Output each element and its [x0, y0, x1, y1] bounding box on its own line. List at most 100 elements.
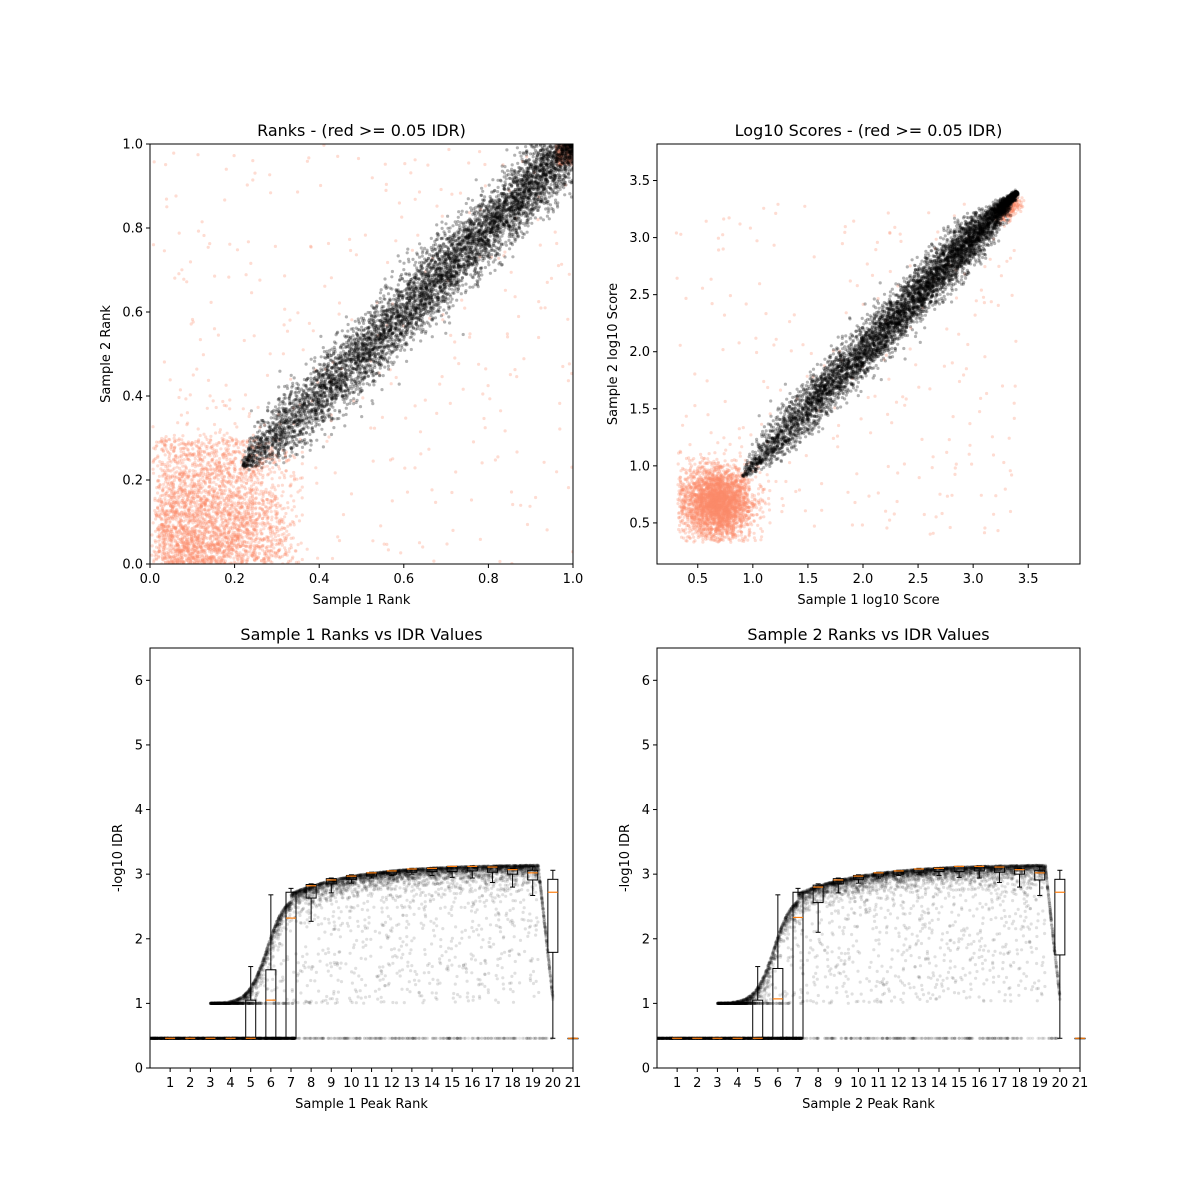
- scatter-point-fail: [209, 518, 213, 522]
- scatter-point-fail: [233, 530, 237, 535]
- scatter-point-fail: [156, 464, 160, 468]
- scatter-point-fail: [226, 513, 230, 517]
- scatter-point-fail: [384, 188, 388, 192]
- scatter-point-fail: [166, 483, 170, 487]
- scatter-point-fail: [261, 499, 265, 503]
- scatter-point-fail: [239, 536, 243, 540]
- scatter-point-fail: [202, 495, 206, 499]
- scatter-point-fail: [184, 491, 188, 495]
- scatter-point-fail: [223, 488, 228, 493]
- scatter-point-fail: [152, 160, 156, 164]
- scatter-point-fail: [469, 498, 474, 502]
- scatter-point-fail: [556, 264, 561, 268]
- scatter-point-fail: [253, 527, 257, 532]
- scatter-point-fail: [235, 487, 239, 491]
- scatter-point-fail: [403, 466, 407, 470]
- scatter-point-fail: [184, 538, 189, 542]
- scatter-point-pass: [274, 463, 278, 467]
- scatter-point-fail: [281, 352, 285, 356]
- scatter-point-pass: [487, 263, 491, 267]
- scatter-point-fail: [171, 504, 175, 508]
- scatter-point-fail: [250, 495, 255, 499]
- scatter-point-fail: [513, 368, 517, 372]
- scatter-point-fail: [258, 472, 262, 476]
- scatter-point-fail: [286, 501, 290, 505]
- scatter-point-fail: [178, 388, 182, 392]
- scatter-point-fail: [196, 473, 200, 477]
- scatter-point-fail: [250, 554, 254, 558]
- scatter-point-fail: [432, 559, 436, 563]
- scatter-point-fail: [213, 274, 217, 278]
- scatter-point-fail: [289, 474, 293, 478]
- scatter-point-fail: [292, 474, 296, 478]
- scatter-point-fail: [220, 537, 224, 542]
- scatter-point-fail: [268, 531, 273, 536]
- scatter-point-fail: [528, 504, 532, 508]
- scatter-point-fail: [242, 338, 246, 343]
- scatter-point-fail: [230, 535, 234, 539]
- scatter-point-fail: [289, 482, 293, 486]
- scatter-point-fail: [179, 531, 183, 536]
- scatter-point-fail: [224, 404, 228, 408]
- scatter-point-fail: [212, 492, 216, 496]
- scatter-point-fail: [488, 397, 492, 401]
- scatter-point-fail: [289, 536, 293, 541]
- scatter-point-fail: [246, 240, 250, 244]
- scatter-point-fail: [157, 474, 161, 478]
- scatter-point-fail: [165, 513, 169, 517]
- scatter-point-fail: [271, 466, 275, 470]
- scatter-point-pass: [521, 235, 525, 240]
- scatter-point-fail: [184, 504, 188, 508]
- scatter-point-fail: [251, 518, 255, 523]
- scatter-point-fail: [426, 163, 430, 167]
- scatter-point-pass: [555, 140, 558, 143]
- scatter-point-fail: [441, 318, 445, 322]
- scatter-point-fail: [188, 393, 192, 397]
- scatter-point-fail: [211, 399, 215, 403]
- scatter-point-fail: [232, 526, 237, 530]
- scatter-point-fail: [180, 446, 184, 451]
- scatter-point-fail: [208, 242, 212, 246]
- scatter-point-fail: [283, 515, 287, 519]
- scatter-point-fail: [185, 493, 189, 497]
- scatter-point-fail: [253, 512, 258, 516]
- scatter-point-fail: [230, 453, 234, 457]
- scatter-point-fail: [448, 401, 452, 405]
- scatter-point-fail: [486, 384, 490, 388]
- scatter-point-fail: [215, 542, 219, 546]
- scatter-point-fail: [179, 550, 183, 554]
- scatter-point-fail: [214, 469, 218, 473]
- scatter-point-fail: [172, 500, 176, 504]
- scatter-point-fail: [152, 549, 156, 553]
- scatter-point-fail: [161, 528, 165, 532]
- scatter-point-fail: [232, 520, 236, 524]
- scatter-point-fail: [190, 536, 195, 540]
- scatter-point-fail: [224, 447, 228, 451]
- scatter-point-fail: [224, 441, 229, 445]
- scatter-point-fail: [565, 159, 569, 163]
- scatter-point-fail: [178, 537, 182, 541]
- scatter-point-fail: [468, 332, 472, 336]
- scatter-point-fail: [219, 514, 223, 518]
- scatter-point-fail: [178, 516, 183, 520]
- scatter-point-fail: [258, 538, 263, 542]
- scatter-point-fail: [206, 493, 210, 497]
- scatter-point-fail: [419, 452, 423, 456]
- scatter-point-fail: [244, 534, 248, 538]
- scatter-point-fail: [259, 532, 263, 536]
- scatter-point-fail: [178, 518, 182, 522]
- scatter-point-fail: [238, 495, 242, 499]
- scatter-point-fail: [176, 497, 180, 501]
- scatter-point-fail: [286, 506, 290, 510]
- scatter-point-fail: [250, 291, 254, 295]
- scatter-point-fail: [337, 312, 341, 316]
- scatter-point-fail: [210, 445, 214, 449]
- scatter-point-fail: [226, 471, 230, 475]
- scatter-point-fail: [215, 466, 219, 470]
- scatter-point-fail: [555, 470, 559, 474]
- scatter-point-fail: [168, 544, 172, 548]
- scatter-point-fail: [545, 280, 549, 284]
- scatter-point-fail: [191, 373, 195, 377]
- scatter-point-fail: [180, 510, 184, 514]
- scatter-point-fail: [238, 467, 242, 472]
